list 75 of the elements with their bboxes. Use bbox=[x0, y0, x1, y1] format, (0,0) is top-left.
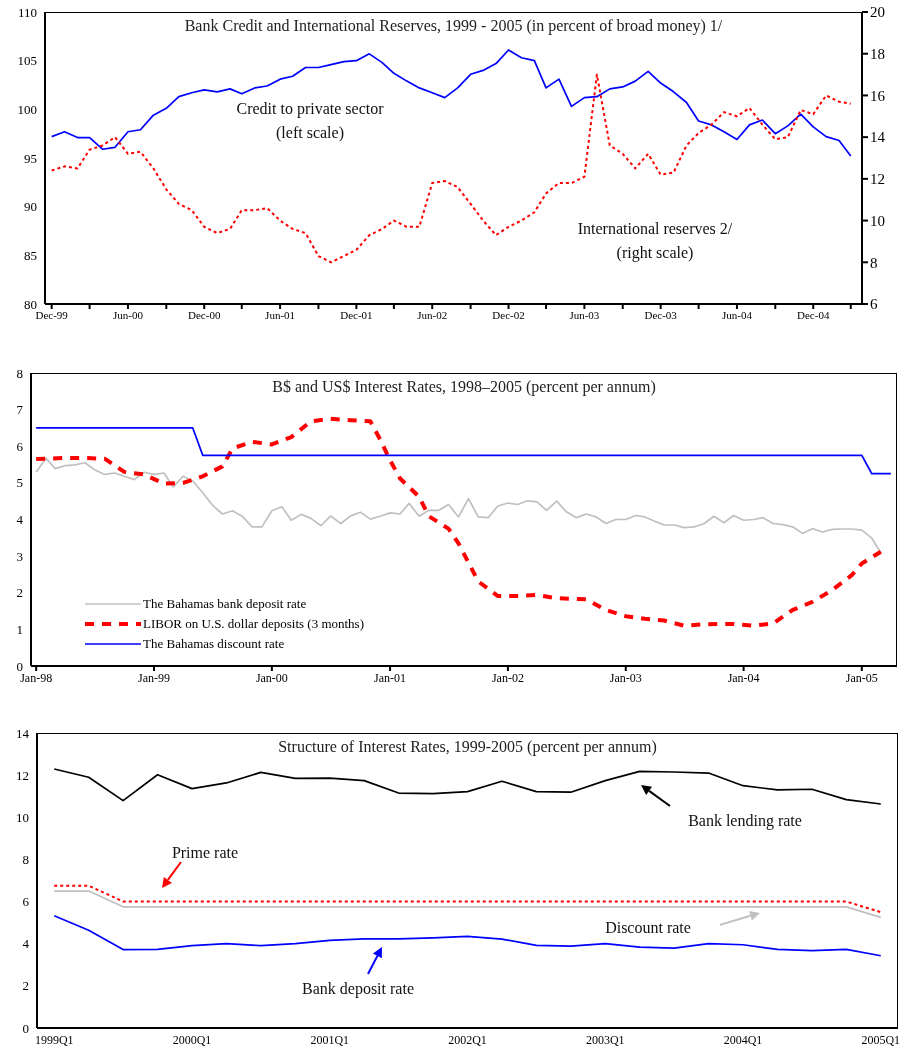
x-tick-label: 2002Q1 bbox=[448, 1032, 487, 1047]
x-tick-label: Jan-05 bbox=[845, 670, 878, 685]
y-tick-label: 5 bbox=[16, 475, 23, 491]
x-tick-label: Jun-04 bbox=[721, 308, 753, 321]
y-tick-label: 0 bbox=[22, 1020, 29, 1036]
y-tick-label: 100 bbox=[17, 101, 37, 117]
x-tick-label: Jun-01 bbox=[265, 308, 296, 321]
line-series bbox=[50, 73, 852, 264]
y-tick-label: 110 bbox=[17, 4, 37, 20]
line-series bbox=[53, 768, 882, 805]
y-tick-label: 14 bbox=[16, 725, 30, 741]
y-tick-label: 2 bbox=[16, 585, 23, 601]
y2-tick-label: 10 bbox=[870, 212, 885, 229]
y-tick-label: 6 bbox=[22, 894, 30, 910]
y-tick-label: 85 bbox=[24, 247, 37, 263]
y-tick-label: 105 bbox=[17, 53, 37, 69]
x-tick-label: 2001Q1 bbox=[310, 1032, 350, 1047]
y-tick-label: 1 bbox=[16, 621, 23, 637]
x-tick-label: Dec-01 bbox=[340, 308, 373, 321]
x-tick-label: Jan-00 bbox=[255, 670, 288, 685]
x-tick-label: Dec-02 bbox=[492, 308, 525, 321]
y-tick-label: 80 bbox=[24, 296, 37, 312]
x-tick-label: Jun-02 bbox=[417, 308, 448, 321]
x-tick-label: Jan-99 bbox=[138, 670, 171, 685]
line-series bbox=[35, 457, 882, 554]
y-tick-label: 4 bbox=[22, 936, 30, 952]
x-tick-label: 2005Q1 bbox=[861, 1032, 901, 1047]
x-tick-label: Dec-99 bbox=[35, 308, 69, 321]
x-tick-label: Jan-03 bbox=[609, 670, 642, 685]
x-tick-label: Dec-04 bbox=[797, 308, 830, 321]
legend-label: Discount rate bbox=[604, 918, 692, 938]
y2-tick-label: 16 bbox=[870, 87, 886, 104]
y2-tick-label: 14 bbox=[870, 129, 886, 146]
y-tick-label: 6 bbox=[16, 438, 24, 454]
series-label: Bank lending rate bbox=[687, 811, 803, 832]
y-tick-label: 0 bbox=[16, 658, 23, 674]
y-tick-label: 2 bbox=[22, 978, 29, 994]
x-tick-label: Jun-03 bbox=[569, 308, 600, 321]
line-series bbox=[50, 49, 852, 157]
y2-tick-label: 18 bbox=[870, 46, 885, 63]
y-tick-label: 8 bbox=[22, 852, 29, 868]
x-tick-label: Dec-03 bbox=[644, 308, 678, 321]
text: Prime rate bbox=[170, 843, 240, 863]
y-tick-label: 4 bbox=[16, 512, 24, 528]
y-tick-label: 8 bbox=[16, 365, 23, 381]
x-tick-label: Dec-00 bbox=[188, 308, 221, 321]
text: Bank deposit rate bbox=[301, 979, 415, 1000]
chart-title: Structure of Interest Rates, 1999-2005 (percent per annum) bbox=[277, 738, 658, 756]
y-tick-label: 95 bbox=[24, 150, 37, 166]
y-tick-label: 12 bbox=[16, 767, 29, 783]
x-tick-label: 2004Q1 bbox=[723, 1032, 763, 1047]
x-tick-label: Jun-00 bbox=[112, 308, 144, 321]
chart-title: B$ and US$ Interest Rates, 1998–2005 (percent per annum) bbox=[271, 378, 657, 396]
x-tick-label: 2000Q1 bbox=[172, 1032, 212, 1047]
legend-label: The Bahamas bank deposit rate bbox=[143, 596, 307, 612]
x-tick-label: Jan-02 bbox=[491, 670, 524, 685]
x-tick-label: Jan-98 bbox=[20, 670, 53, 685]
series-label: Credit to private sector (left scale) bbox=[235, 99, 385, 144]
legend-label: The Bahamas discount rate bbox=[143, 636, 285, 652]
legend-label: LIBOR on U.S. dollar deposits (3 months) bbox=[143, 616, 364, 632]
y2-tick-label: 12 bbox=[870, 171, 885, 188]
y-tick-label: 10 bbox=[16, 809, 29, 825]
x-tick-label: Jan-04 bbox=[727, 670, 760, 685]
chart-title: Bank Credit and International Reserves, 1999 - 2005 (in percent of broad money) 1/ bbox=[183, 17, 724, 35]
y-tick-label: 3 bbox=[16, 548, 23, 564]
y2-tick-label: 20 bbox=[870, 4, 885, 21]
y-tick-label: 90 bbox=[24, 199, 37, 215]
x-tick-label: 1999Q1 bbox=[34, 1032, 74, 1047]
y2-tick-label: 8 bbox=[870, 254, 878, 271]
x-tick-label: 2003Q1 bbox=[585, 1032, 625, 1047]
x-tick-label: Jan-01 bbox=[374, 670, 407, 685]
y2-tick-label: 6 bbox=[870, 296, 878, 313]
y-tick-label: 7 bbox=[16, 402, 24, 418]
line-series bbox=[53, 914, 882, 957]
text: International reserves 2/ (right scale) bbox=[576, 219, 734, 264]
